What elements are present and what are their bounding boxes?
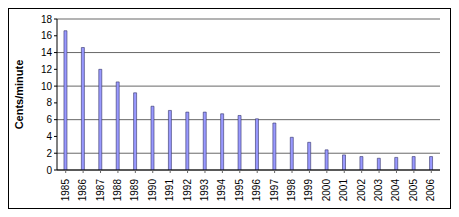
svg-text:4: 4	[46, 131, 52, 142]
svg-text:1989: 1989	[129, 179, 140, 202]
svg-text:16: 16	[41, 30, 53, 41]
svg-text:18: 18	[41, 14, 53, 25]
svg-text:6: 6	[46, 114, 52, 125]
svg-text:1994: 1994	[216, 179, 227, 202]
svg-text:1991: 1991	[164, 179, 175, 202]
svg-text:2003: 2003	[373, 179, 384, 202]
svg-text:10: 10	[41, 81, 53, 92]
svg-text:12: 12	[41, 64, 53, 75]
svg-text:2002: 2002	[356, 179, 367, 202]
svg-text:0: 0	[46, 165, 52, 176]
svg-text:2: 2	[46, 148, 52, 159]
svg-text:2004: 2004	[390, 179, 401, 202]
svg-text:1987: 1987	[95, 179, 106, 202]
svg-text:1992: 1992	[182, 179, 193, 202]
svg-text:2005: 2005	[408, 179, 419, 202]
svg-text:1985: 1985	[60, 179, 71, 202]
svg-text:2000: 2000	[321, 179, 332, 202]
svg-text:1995: 1995	[234, 179, 245, 202]
svg-text:8: 8	[46, 97, 52, 108]
svg-text:1986: 1986	[77, 179, 88, 202]
svg-text:14: 14	[41, 47, 53, 58]
svg-text:1998: 1998	[286, 179, 297, 202]
svg-text:1999: 1999	[303, 179, 314, 202]
svg-text:1990: 1990	[147, 179, 158, 202]
svg-text:1996: 1996	[251, 179, 262, 202]
svg-text:Cents/minute: Cents/minute	[13, 60, 25, 130]
svg-text:2006: 2006	[425, 179, 436, 202]
svg-text:1988: 1988	[112, 179, 123, 202]
svg-text:2001: 2001	[338, 179, 349, 202]
svg-text:1993: 1993	[199, 179, 210, 202]
svg-text:1997: 1997	[269, 179, 280, 202]
